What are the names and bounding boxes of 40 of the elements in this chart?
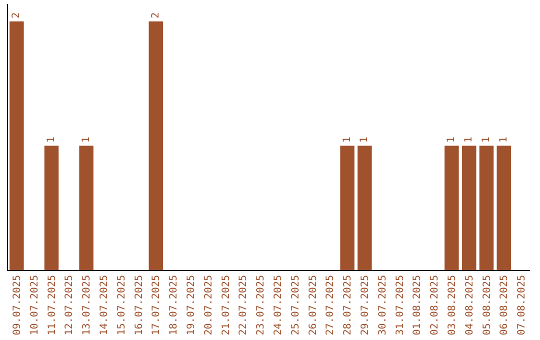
x-tick-label: 02.08.2025	[430, 275, 441, 336]
x-tick-label: 30.07.2025	[377, 275, 388, 336]
x-tick-label: 13.07.2025	[82, 275, 93, 336]
x-tick-label: 11.07.2025	[46, 275, 58, 336]
x-tick-label: 15.07.2025	[116, 275, 128, 336]
x-tick-label: 31.07.2025	[394, 275, 406, 336]
x-tick-label: 28.07.2025	[342, 275, 354, 336]
x-tick-label: 05.08.2025	[482, 275, 493, 336]
data-label: 1	[446, 136, 458, 143]
x-tick-label: 18.07.2025	[168, 275, 180, 336]
data-label: 1	[80, 136, 92, 143]
data-label: 1	[359, 136, 370, 143]
x-tick-label: 24.07.2025	[272, 275, 284, 336]
x-tick-label: 21.07.2025	[220, 275, 232, 336]
x-tick-label: 25.07.2025	[290, 275, 302, 336]
x-tick-label: 10.07.2025	[29, 275, 40, 336]
x-tick-label: 01.08.2025	[412, 275, 424, 336]
x-tick-label: 27.07.2025	[325, 275, 336, 336]
x-tick-label: 19.07.2025	[186, 275, 197, 336]
x-tick-label: 12.07.2025	[64, 275, 76, 336]
x-tick-label: 23.07.2025	[256, 275, 267, 336]
data-label: 1	[481, 136, 492, 143]
data-label: 2	[150, 12, 162, 18]
data-label: 2	[11, 12, 22, 18]
x-tick-label: 06.08.2025	[499, 275, 510, 336]
x-tick-label: 29.07.2025	[360, 275, 371, 336]
x-tick-label: 20.07.2025	[203, 275, 214, 336]
x-tick-label: 09.07.2025	[12, 275, 23, 336]
x-tick-label: 17.07.2025	[151, 275, 162, 336]
x-tick-label: 04.08.2025	[464, 275, 476, 336]
data-label: 1	[498, 136, 510, 143]
x-tick-label: 07.08.2025	[516, 275, 528, 336]
x-tick-label: 16.07.2025	[134, 275, 145, 336]
data-label: 1	[464, 136, 475, 143]
x-tick-label: 22.07.2025	[238, 275, 250, 336]
x-tick-label: 03.08.2025	[446, 275, 458, 336]
data-label: 1	[342, 136, 353, 143]
x-tick-label: 26.07.2025	[308, 275, 319, 336]
data-label: 1	[46, 136, 57, 143]
x-tick-label: 14.07.2025	[98, 275, 110, 336]
